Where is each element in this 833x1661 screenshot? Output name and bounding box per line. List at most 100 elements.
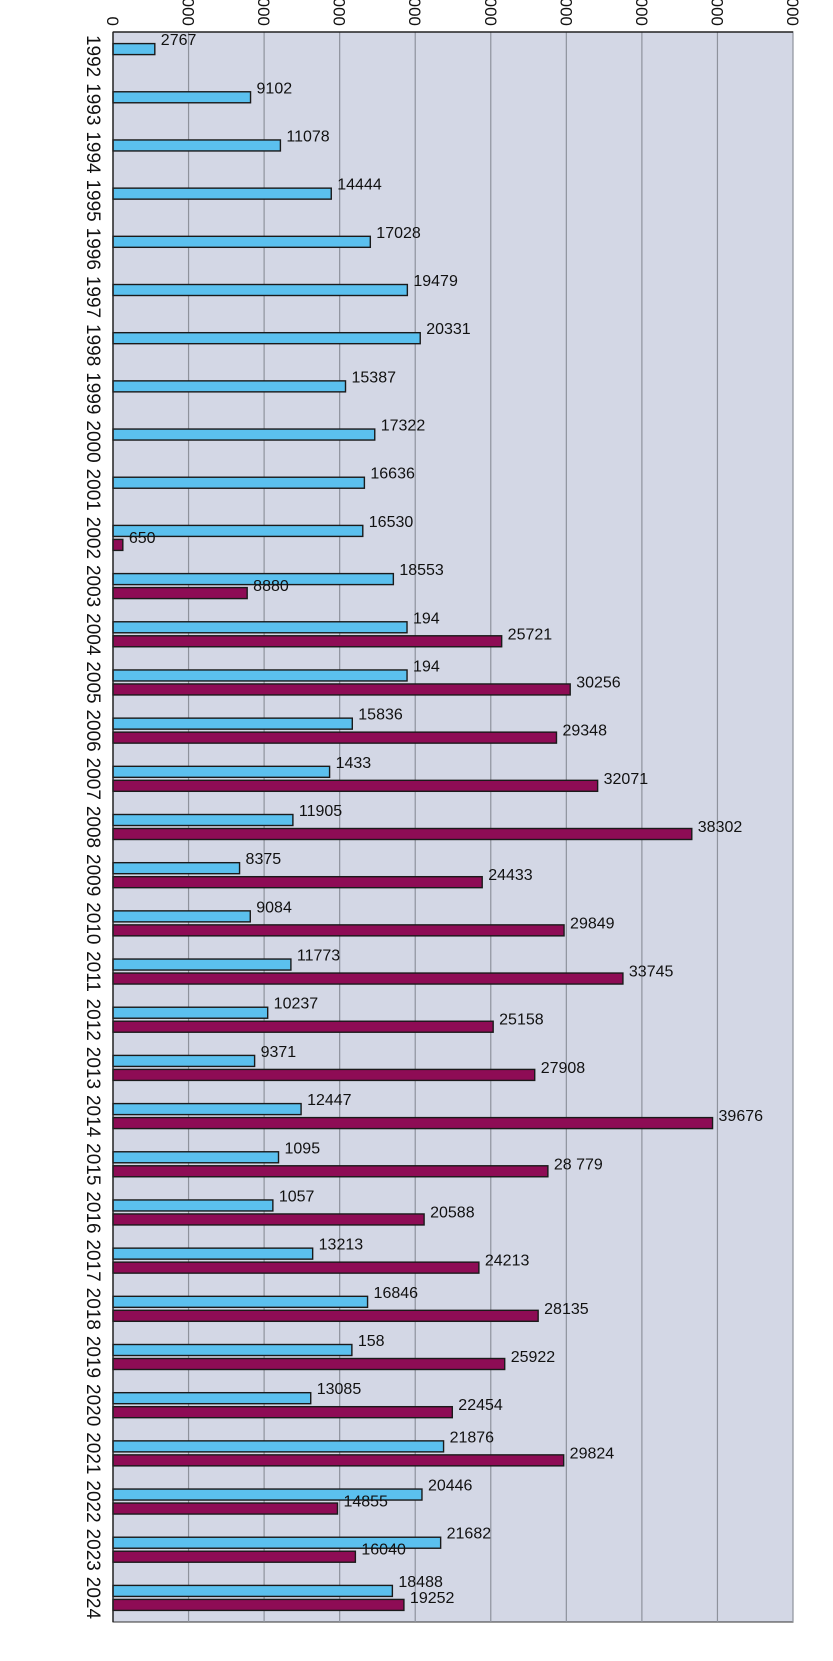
data-label: 16530 xyxy=(369,514,414,531)
data-label: 25158 xyxy=(499,1012,544,1029)
data-label: 14855 xyxy=(343,1494,388,1511)
data-label: 13213 xyxy=(319,1237,364,1254)
data-label: 15836 xyxy=(358,707,403,724)
value-tick-label: 40000 xyxy=(707,0,726,26)
data-label: 1095 xyxy=(285,1140,321,1157)
data-label: 18553 xyxy=(399,562,444,579)
bar-series-1-2020 xyxy=(112,1391,312,1405)
category-tick-label: 2007 xyxy=(82,758,103,800)
category-tick-label: 2018 xyxy=(82,1288,103,1330)
bar-series-1-2007 xyxy=(112,765,331,779)
category-tick-label: 2000 xyxy=(82,420,103,462)
category-tick-label: 1994 xyxy=(82,131,103,174)
data-label: 24213 xyxy=(485,1253,530,1270)
bar-series-1-2018 xyxy=(112,1295,369,1309)
data-label: 9084 xyxy=(256,899,292,916)
value-tick-label: 45000 xyxy=(783,0,802,26)
bar-series-1-1995 xyxy=(112,187,332,200)
data-label: 8880 xyxy=(253,578,289,595)
data-label: 2767 xyxy=(161,32,197,49)
data-label: 28 779 xyxy=(554,1156,603,1173)
data-label: 19479 xyxy=(413,273,458,290)
data-label: 17028 xyxy=(376,225,421,242)
bar-series-2-2003 xyxy=(112,586,248,600)
data-label: 20588 xyxy=(430,1204,475,1221)
bar-series-2-2013 xyxy=(112,1068,536,1082)
category-tick-label: 2004 xyxy=(82,613,103,656)
data-label: 39676 xyxy=(719,1108,764,1125)
bar-series-2-2023 xyxy=(112,1550,357,1563)
category-tick-label: 1995 xyxy=(82,179,103,221)
category-tick-label: 2015 xyxy=(82,1143,103,1185)
category-tick-label: 1999 xyxy=(82,372,103,414)
bar-series-1-2021 xyxy=(112,1440,445,1453)
data-label: 22454 xyxy=(458,1397,503,1414)
bar-series-2-2024 xyxy=(112,1598,405,1612)
category-tick-label: 2010 xyxy=(82,902,103,944)
bar-series-2-2005 xyxy=(112,683,571,696)
data-label: 158 xyxy=(358,1333,385,1350)
bar-series-1-2001 xyxy=(112,476,366,489)
bar-series-1-1996 xyxy=(112,235,372,249)
value-tick-label: 35000 xyxy=(632,0,651,26)
data-label: 12447 xyxy=(307,1092,352,1109)
category-tick-label: 2014 xyxy=(82,1095,103,1138)
data-label: 29849 xyxy=(570,915,615,932)
category-tick-label: 1992 xyxy=(82,35,103,77)
data-label: 38302 xyxy=(698,819,743,836)
data-label: 9371 xyxy=(261,1044,297,1061)
bar-series-1-2000 xyxy=(112,428,376,441)
category-tick-label: 2002 xyxy=(82,517,103,559)
bar-series-1-2016 xyxy=(112,1199,274,1212)
bar-series-1-2011 xyxy=(112,958,292,971)
bar-series-2-2018 xyxy=(112,1309,539,1323)
value-tick-labels: 0 5000 10000 15000 20000 25000 30000 35000 40000… xyxy=(103,0,802,26)
data-label: 33745 xyxy=(629,964,674,981)
data-label: 24433 xyxy=(488,867,533,884)
category-tick-label: 2011 xyxy=(82,951,103,992)
data-label: 25922 xyxy=(511,1349,556,1366)
bar-series-1-1999 xyxy=(112,380,347,393)
category-tick-label: 2008 xyxy=(82,806,103,848)
data-label: 11905 xyxy=(299,803,342,820)
data-label: 16040 xyxy=(361,1542,406,1559)
value-tick-label: 10000 xyxy=(254,0,273,26)
data-label: 1433 xyxy=(336,755,372,772)
data-label: 650 xyxy=(129,530,156,547)
category-tick-label: 1996 xyxy=(82,228,103,270)
category-tick-label: 2001 xyxy=(82,469,103,511)
bar-series-1-2006 xyxy=(112,717,353,730)
plot-area xyxy=(112,31,794,1623)
bar-series-2-2012 xyxy=(112,1020,494,1033)
bar-series-2-2009 xyxy=(112,875,483,889)
bar-series-2-2011 xyxy=(112,972,624,985)
bar-series-2-2022 xyxy=(112,1502,339,1515)
category-tick-label: 2022 xyxy=(82,1480,103,1522)
bar-series-2-2007 xyxy=(112,779,599,793)
data-label: 9102 xyxy=(257,80,293,97)
data-label: 19252 xyxy=(410,1590,455,1607)
bar-series-2-2020 xyxy=(112,1405,454,1419)
data-label: 18488 xyxy=(398,1574,443,1591)
category-tick-label: 2006 xyxy=(82,709,103,751)
value-tick-label: 30000 xyxy=(556,0,575,26)
category-tick-label: 2012 xyxy=(82,999,103,1041)
category-tick-label: 2005 xyxy=(82,661,103,703)
bar-series-2-2017 xyxy=(112,1261,480,1274)
bar-series-2-2004 xyxy=(112,635,503,648)
category-tick-label: 2017 xyxy=(82,1239,103,1281)
bar-series-2-2019 xyxy=(112,1357,506,1371)
data-label: 15387 xyxy=(352,369,397,386)
bar-series-1-2010 xyxy=(112,910,251,923)
data-label: 16846 xyxy=(374,1285,419,1302)
category-tick-label: 2009 xyxy=(82,854,103,896)
bar-series-1-2015 xyxy=(112,1151,280,1164)
bar-series-1-2014 xyxy=(112,1102,302,1116)
data-label: 13085 xyxy=(317,1381,362,1398)
bar-series-1-2017 xyxy=(112,1247,314,1260)
data-labels: 2767 9102 11078 14444 17028 19479 20331 15387 17… xyxy=(129,32,763,1607)
data-label: 25721 xyxy=(508,626,553,643)
category-tick-label: 2020 xyxy=(82,1384,103,1426)
bar-series-2-2016 xyxy=(112,1213,425,1226)
